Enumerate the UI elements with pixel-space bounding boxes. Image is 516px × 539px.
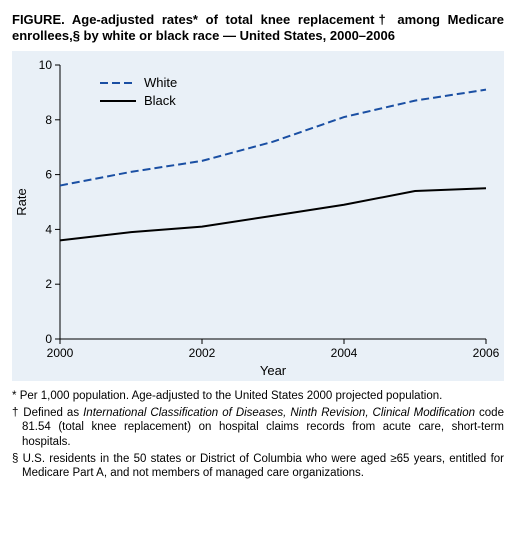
svg-text:Rate: Rate xyxy=(14,188,29,215)
svg-text:6: 6 xyxy=(45,167,52,181)
figure-title: FIGURE. Age-adjusted rates* of total kne… xyxy=(12,12,504,45)
footnotes: * Per 1,000 population. Age-adjusted to … xyxy=(12,389,504,481)
svg-text:8: 8 xyxy=(45,112,52,126)
svg-text:2006: 2006 xyxy=(473,346,500,360)
footnote-1: * Per 1,000 population. Age-adjusted to … xyxy=(12,389,504,403)
svg-text:2: 2 xyxy=(45,277,52,291)
svg-text:4: 4 xyxy=(45,222,52,236)
line-chart: 0 2 4 6 8 10 2000 2002 2004 2006 Year Rate White Blac… xyxy=(12,51,504,381)
svg-text:Year: Year xyxy=(260,363,287,378)
footnote-2: † Defined as International Classificatio… xyxy=(12,406,504,449)
svg-text:0: 0 xyxy=(45,332,52,346)
svg-text:2004: 2004 xyxy=(331,346,358,360)
svg-text:2002: 2002 xyxy=(189,346,216,360)
svg-text:Black: Black xyxy=(144,93,176,108)
svg-text:10: 10 xyxy=(39,58,53,72)
footnote-3: § U.S. residents in the 50 states or Dis… xyxy=(12,452,504,481)
chart-area: 0 2 4 6 8 10 2000 2002 2004 2006 Year Rate White Blac… xyxy=(12,51,504,381)
svg-text:2000: 2000 xyxy=(47,346,74,360)
svg-text:White: White xyxy=(144,75,177,90)
